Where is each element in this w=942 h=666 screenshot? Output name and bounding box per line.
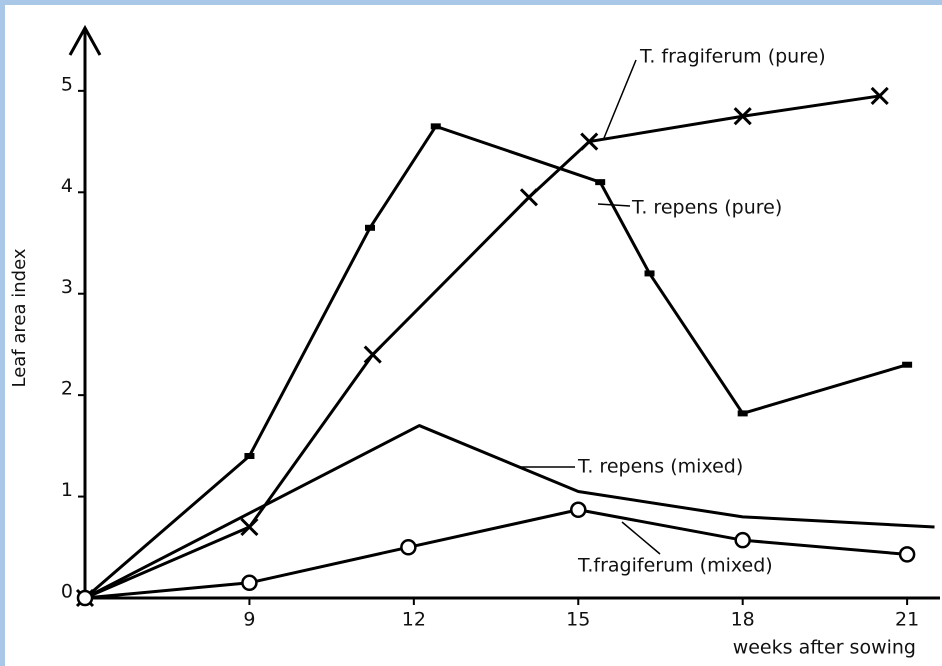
marker [902, 361, 913, 368]
x-axis-label: weeks after sowing [733, 637, 916, 659]
y-tick-label: 3 [61, 276, 73, 298]
marker [241, 574, 258, 592]
y-tick-label: 0 [61, 581, 73, 603]
marker [76, 589, 94, 607]
x-tick-label: 21 [895, 609, 919, 631]
series-line [84, 424, 935, 600]
marker [644, 270, 655, 277]
marker [430, 123, 441, 130]
marker [580, 132, 599, 151]
y-axis-label: Leaf area index [9, 248, 30, 387]
series-annotation: T. fragiferum (pure) [639, 46, 826, 68]
series-annotation: T. repens (pure) [631, 197, 782, 219]
marker [240, 517, 259, 537]
marker [570, 501, 587, 519]
marker [737, 410, 748, 417]
series-line [84, 124, 908, 600]
x-tick-label: 12 [402, 609, 426, 631]
y-tick-label: 5 [61, 73, 73, 95]
marker [400, 539, 417, 556]
series-annotation: T. repens (mixed) [577, 456, 743, 478]
annotation-leader [597, 203, 631, 207]
series-annotation: T.fragiferum (mixed) [577, 555, 773, 577]
marker [365, 224, 375, 231]
y-tick-label: 1 [61, 479, 73, 501]
y-axis-arrow [68, 24, 102, 56]
marker [870, 86, 889, 105]
marker [734, 531, 751, 549]
annotation-leader [603, 59, 637, 139]
marker [898, 546, 916, 563]
marker [519, 188, 539, 207]
y-tick-label: 2 [61, 378, 73, 400]
marker [363, 345, 382, 364]
y-tick-label: 4 [61, 175, 73, 197]
annotation-leader [621, 521, 661, 555]
marker [244, 453, 255, 459]
x-tick-label: 15 [566, 609, 590, 631]
marker [595, 179, 606, 186]
x-tick-label: 18 [731, 609, 755, 631]
plot-background [5, 5, 942, 666]
x-tick-label: 9 [243, 609, 255, 631]
marker [733, 107, 752, 126]
series-line [84, 508, 908, 600]
